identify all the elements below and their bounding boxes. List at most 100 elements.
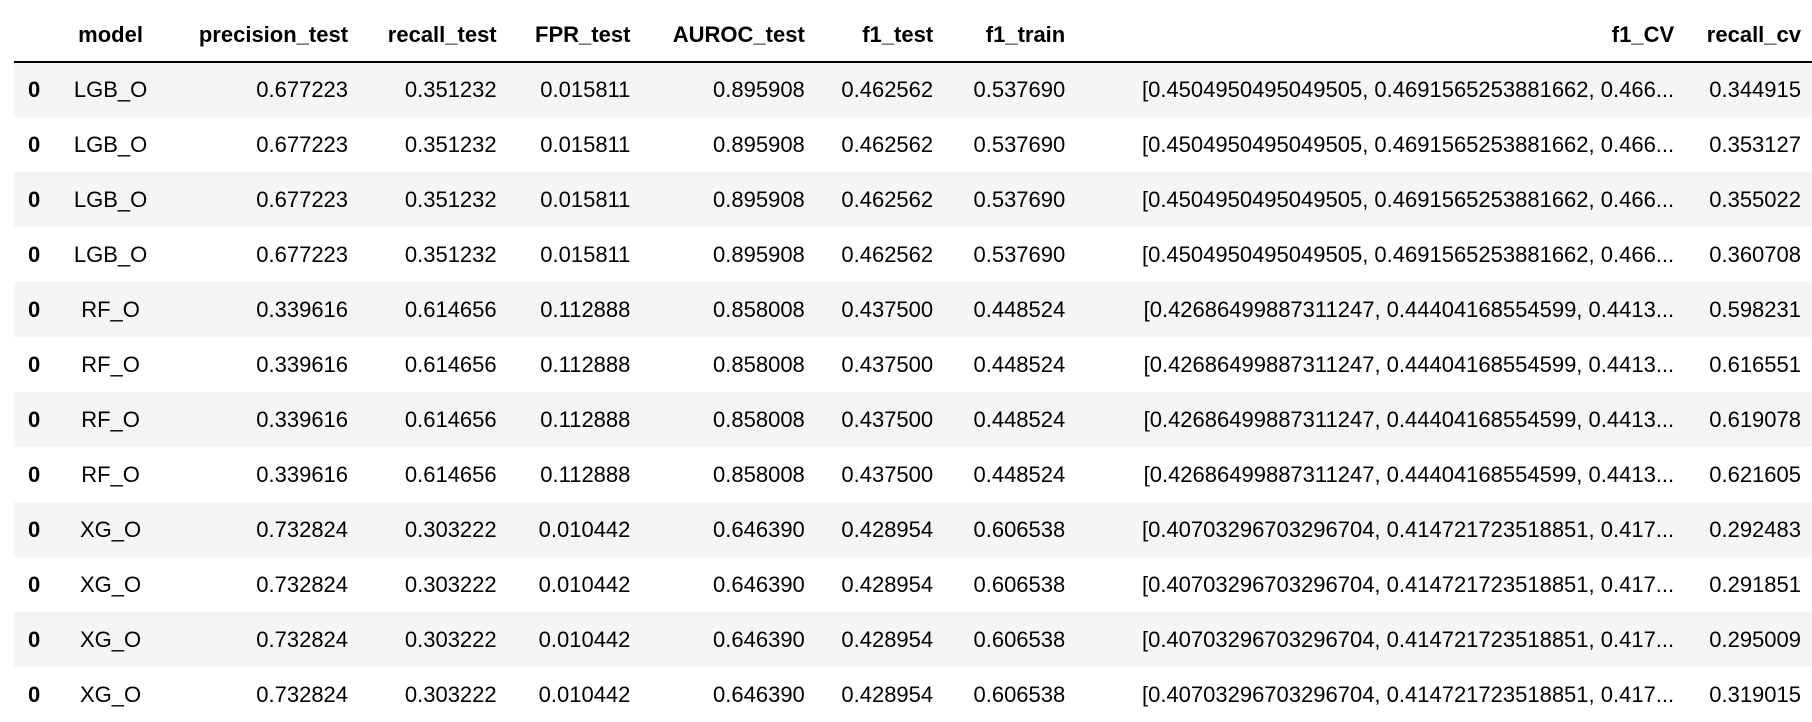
column-header-fpr-test: FPR_test — [507, 9, 642, 63]
row-index: 0 — [27, 516, 41, 542]
row-index: 0 — [27, 681, 41, 707]
cell-f1-cv: [0.42686499887311247, 0.44404168554599, … — [1143, 461, 1675, 487]
cell-f1-train: 0.537690 — [973, 77, 1066, 102]
cell-model: RF_O — [81, 406, 140, 432]
cell-recall-cv: 0.598231 — [1709, 296, 1801, 322]
cell-auroc-test: 0.858008 — [713, 296, 805, 322]
cell-auroc-test: 0.858008 — [713, 351, 805, 377]
cell-f1-train: 0.606538 — [973, 571, 1066, 597]
cell-auroc-test: 0.895908 — [713, 241, 805, 267]
cell-auroc-test: 0.895908 — [713, 131, 805, 157]
cell-f1-train: 0.448524 — [973, 461, 1066, 487]
cell-precision-test: 0.732824 — [256, 626, 349, 652]
cell-f1-test: 0.428954 — [841, 516, 934, 542]
cell-fpr-test: 0.112888 — [540, 351, 631, 377]
cell-recall-cv: 0.619078 — [1709, 406, 1801, 432]
cell-f1-train: 0.537690 — [973, 131, 1066, 157]
cell-f1-test: 0.462562 — [841, 241, 934, 267]
table-row: 0 LGB_O 0.677223 0.351232 0.015811 0.895908 0.… — [14, 62, 1812, 117]
cell-f1-cv: [0.4504950495049505, 0.4691565253881662,… — [1141, 241, 1675, 267]
table-row: 0 RF_O 0.339616 0.614656 0.112888 0.858008 0.4… — [14, 282, 1812, 337]
row-index: 0 — [27, 77, 41, 102]
cell-precision-test: 0.677223 — [256, 186, 349, 212]
row-index: 0 — [27, 461, 41, 487]
cell-model: LGB_O — [73, 186, 148, 212]
cell-fpr-test: 0.010442 — [538, 571, 631, 597]
cell-fpr-test: 0.112888 — [540, 406, 631, 432]
cell-recall-cv: 0.319015 — [1709, 681, 1801, 707]
cell-recall-cv: 0.616551 — [1709, 351, 1801, 377]
cell-recall-cv: 0.295009 — [1709, 626, 1801, 652]
cell-f1-test: 0.428954 — [841, 681, 934, 707]
cell-f1-test: 0.437500 — [841, 406, 934, 432]
table-row: 0 RF_O 0.339616 0.614656 0.112888 0.858008 0.4… — [14, 337, 1812, 392]
cell-fpr-test: 0.010442 — [538, 681, 631, 707]
cell-recall-cv: 0.292483 — [1709, 516, 1801, 542]
cell-auroc-test: 0.895908 — [713, 186, 805, 212]
cell-recall-test: 0.303222 — [404, 626, 497, 652]
column-header-f1-train: f1_train — [944, 9, 1077, 63]
table-row: 0 XG_O 0.732824 0.303222 0.010442 0.646390 0.4… — [14, 612, 1812, 667]
cell-model: LGB_O — [73, 131, 148, 157]
table-row: 0 RF_O 0.339616 0.614656 0.112888 0.858008 0.4… — [14, 392, 1812, 447]
cell-recall-test: 0.614656 — [404, 296, 497, 322]
cell-f1-train: 0.606538 — [973, 626, 1066, 652]
cell-model: LGB_O — [73, 77, 148, 102]
cell-fpr-test: 0.015811 — [540, 186, 631, 212]
table-row: 0 LGB_O 0.677223 0.351232 0.015811 0.895908 0.… — [14, 172, 1812, 227]
cell-recall-cv: 0.355022 — [1709, 186, 1801, 212]
cell-auroc-test: 0.895908 — [713, 77, 805, 102]
cell-auroc-test: 0.646390 — [713, 516, 805, 542]
cell-model: RF_O — [81, 296, 140, 322]
column-header-model: model — [54, 9, 166, 63]
cell-precision-test: 0.339616 — [256, 461, 349, 487]
column-header-f1-cv: f1_CV — [1076, 9, 1686, 63]
cell-fpr-test: 0.015811 — [540, 77, 631, 102]
table-row: 0 XG_O 0.732824 0.303222 0.010442 0.646390 0.4… — [14, 557, 1812, 612]
cell-model: RF_O — [81, 461, 140, 487]
cell-fpr-test: 0.015811 — [540, 241, 631, 267]
cell-f1-train: 0.606538 — [973, 516, 1066, 542]
cell-recall-test: 0.614656 — [404, 406, 497, 432]
cell-auroc-test: 0.646390 — [713, 571, 805, 597]
table-body: 0 LGB_O 0.677223 0.351232 0.015811 0.895908 0.… — [14, 62, 1812, 722]
cell-precision-test: 0.339616 — [256, 406, 349, 432]
cell-f1-test: 0.462562 — [841, 186, 934, 212]
cell-recall-test: 0.303222 — [404, 681, 497, 707]
cell-f1-test: 0.437500 — [841, 296, 934, 322]
cell-f1-train: 0.537690 — [973, 241, 1066, 267]
cell-f1-cv: [0.40703296703296704, 0.414721723518851,… — [1141, 626, 1675, 652]
cell-f1-cv: [0.4504950495049505, 0.4691565253881662,… — [1141, 186, 1675, 212]
cell-f1-train: 0.606538 — [973, 681, 1066, 707]
cell-recall-test: 0.303222 — [404, 516, 497, 542]
row-index: 0 — [27, 626, 41, 652]
dataframe-output: model precision_test recall_test FPR_tes… — [14, 9, 1812, 722]
row-index: 0 — [27, 186, 41, 212]
column-header-f1-test: f1_test — [815, 9, 945, 63]
cell-model: LGB_O — [73, 241, 148, 267]
table-row: 0 LGB_O 0.677223 0.351232 0.015811 0.895908 0.… — [14, 117, 1812, 172]
cell-f1-cv: [0.42686499887311247, 0.44404168554599, … — [1143, 296, 1675, 322]
cell-recall-cv: 0.360708 — [1709, 241, 1801, 267]
cell-f1-cv: [0.40703296703296704, 0.414721723518851,… — [1141, 681, 1675, 707]
cell-fpr-test: 0.015811 — [540, 131, 631, 157]
cell-f1-test: 0.428954 — [841, 571, 934, 597]
column-header-auroc-test: AUROC_test — [641, 9, 816, 63]
column-header-recall-cv: recall_cv — [1685, 9, 1812, 63]
cell-model: XG_O — [80, 516, 142, 542]
cell-model: RF_O — [81, 351, 140, 377]
table-header: model precision_test recall_test FPR_tes… — [14, 9, 1812, 63]
cell-recall-test: 0.351232 — [404, 131, 497, 157]
row-index: 0 — [27, 241, 41, 267]
row-index: 0 — [27, 571, 41, 597]
cell-f1-cv: [0.4504950495049505, 0.4691565253881662,… — [1141, 131, 1675, 157]
cell-precision-test: 0.339616 — [256, 351, 349, 377]
cell-recall-cv: 0.291851 — [1709, 571, 1801, 597]
cell-fpr-test: 0.010442 — [538, 626, 631, 652]
column-header-precision-test: precision_test — [165, 9, 360, 63]
cell-model: XG_O — [80, 626, 142, 652]
table-row: 0 XG_O 0.732824 0.303222 0.010442 0.646390 0.4… — [14, 502, 1812, 557]
cell-fpr-test: 0.112888 — [540, 461, 631, 487]
cell-f1-cv: [0.42686499887311247, 0.44404168554599, … — [1143, 351, 1675, 377]
cell-f1-test: 0.462562 — [841, 77, 934, 102]
